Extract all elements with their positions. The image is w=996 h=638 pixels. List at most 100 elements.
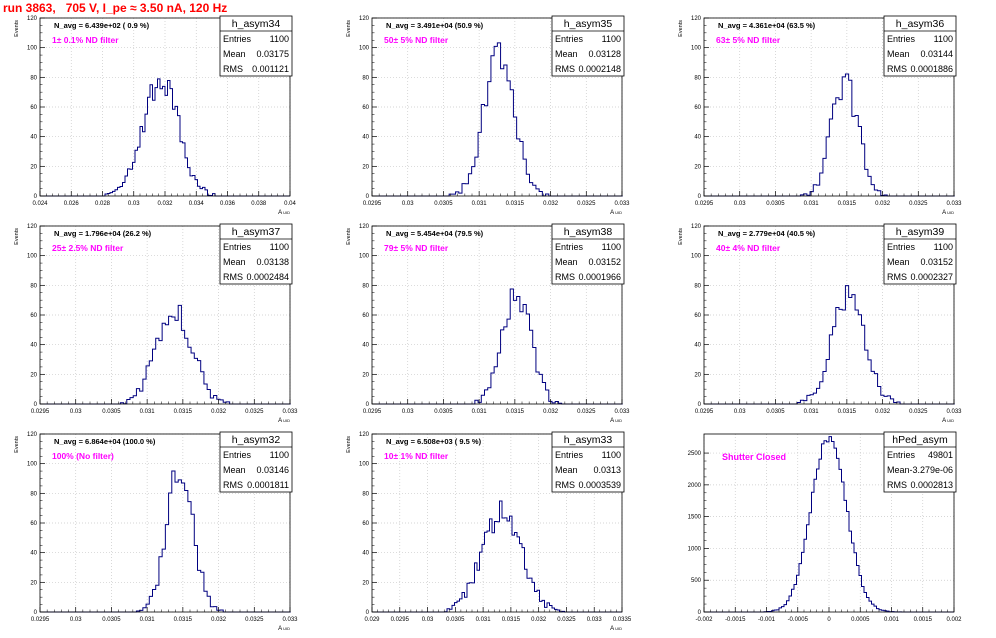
y-tick-label: 1500 [688,515,702,521]
navg-label: N_avg = 6.864e+04 (100.0 %) [54,437,156,446]
stats-value-mean: 0.03144 [920,49,953,59]
stats-label-entries: Entries [887,450,916,460]
y-tick-label: 120 [27,16,38,22]
x-tick-label: 0.032 [211,617,227,623]
y-axis-label: Events [346,20,352,37]
stats-label-rms: RMS [223,480,243,490]
stats-label-mean: Mean [223,257,246,267]
y-tick-label: 80 [362,491,369,497]
x-tick-label: 0.031 [804,409,820,415]
x-axis-label-subscript: UID [615,626,622,631]
x-tick-label: 0.0305 [766,201,785,207]
x-tick-label: 0.033 [282,617,298,623]
y-tick-label: 100 [27,46,38,52]
y-tick-label: 120 [27,224,38,230]
x-tick-label: 0.0015 [914,617,933,623]
histogram-line [372,500,622,613]
x-tick-label: 0.036 [220,201,236,207]
x-tick-label: 0.033 [614,201,630,207]
stats-value-mean: 0.03175 [256,49,289,59]
x-tick-label: 0.03 [70,617,82,623]
stats-box [551,223,625,285]
x-axis-label-subscript: UID [283,418,290,423]
stats-label-entries: Entries [223,450,252,460]
stats-value-rms: 0.0003539 [578,480,621,490]
histogram-panel-hPed_asym: -0.002 -0.0015 -0.001 -0.0005 0 0.0005 0.001 0.… [688,431,962,623]
filter-label: Shutter Closed [722,452,786,462]
stats-box [883,15,957,77]
stats-label-rms: RMS [555,480,575,490]
stats-box [883,223,957,285]
x-tick-label: 0.038 [251,201,267,207]
y-tick-label: 80 [694,75,701,81]
y-tick-label: 100 [27,462,38,468]
navg-label: N_avg = 5.454e+04 (79.5 %) [386,229,484,238]
stats-box [551,15,625,77]
stats-value-entries: 1100 [934,242,953,252]
x-tick-label: -0.0015 [725,617,746,623]
x-tick-label: 0.03 [734,409,746,415]
x-axis-label-subscript: UID [615,418,622,423]
y-tick-label: 0 [366,402,370,408]
stats-box [219,431,293,493]
x-tick-label: 0.0305 [766,409,785,415]
y-tick-label: 2000 [688,483,702,489]
histogram-panel-h_asym36: 0.0295 0.03 0.0305 0.031 0.0315 0.032 0.0325 0.… [678,15,962,216]
stats-label-rms: RMS [887,480,907,490]
x-tick-label: 0.0005 [851,617,870,623]
y-tick-label: 100 [359,254,370,260]
x-axis-label: AUID [942,418,954,424]
x-tick-label: 0.0315 [838,409,857,415]
stats-title: h_asym32 [232,434,281,446]
x-tick-label: 0.032 [157,201,173,207]
y-tick-label: 60 [694,313,701,319]
y-tick-label: 80 [694,283,701,289]
x-axis-label-subscript: UID [947,210,954,215]
y-axis-label: Events [346,228,352,245]
y-tick-label: 20 [694,164,701,170]
y-tick-label: 120 [359,432,370,438]
x-tick-label: 0.026 [64,201,80,207]
x-tick-label: 0.0325 [577,201,596,207]
stats-label-rms: RMS [223,64,243,74]
y-axis-label: Events [14,20,20,37]
x-axis-label: AUID [610,626,622,632]
stats-label-rms: RMS [887,272,907,282]
y-tick-label: 40 [362,343,369,349]
stats-title: h_asym36 [896,18,945,30]
x-tick-label: 0.0295 [31,617,50,623]
x-tick-label: 0.032 [543,201,559,207]
y-tick-label: 20 [30,372,37,378]
y-tick-label: 120 [691,224,702,230]
y-axis-label: Events [678,228,684,245]
x-tick-label: 0.033 [946,201,962,207]
y-tick-label: 80 [30,283,37,289]
x-tick-label: 0.0315 [502,617,521,623]
x-tick-label: 0.031 [804,201,820,207]
x-tick-label: 0.0325 [909,409,928,415]
stats-value-mean: 0.03138 [256,257,289,267]
stats-title: h_asym33 [564,434,613,446]
x-tick-label: 0.031 [472,409,488,415]
stats-value-mean: 0.03146 [256,465,289,475]
stats-label-rms: RMS [223,272,243,282]
stats-label-mean: Mean [555,465,578,475]
stats-value-mean: -3.279e-06 [909,465,953,475]
y-tick-label: 60 [362,105,369,111]
x-tick-label: 0.032 [875,409,891,415]
histogram-panel-h_asym32: 0.0295 0.03 0.0305 0.031 0.0315 0.032 0.0325 0.… [14,431,298,632]
navg-label: N_avg = 6.439e+02 ( 0.9 %) [54,21,150,30]
y-tick-label: 60 [362,521,369,527]
y-tick-label: 60 [362,313,369,319]
x-tick-label: 0 [827,617,831,623]
x-tick-label: 0.029 [364,617,380,623]
x-tick-label: -0.0005 [788,617,809,623]
y-tick-label: 120 [359,224,370,230]
x-tick-label: 0.031 [140,617,156,623]
x-tick-label: 0.0305 [446,617,465,623]
stats-label-entries: Entries [223,34,252,44]
x-tick-label: 0.032 [531,617,547,623]
x-tick-label: 0.0295 [695,201,714,207]
y-tick-label: 40 [694,343,701,349]
stats-label-entries: Entries [887,242,916,252]
